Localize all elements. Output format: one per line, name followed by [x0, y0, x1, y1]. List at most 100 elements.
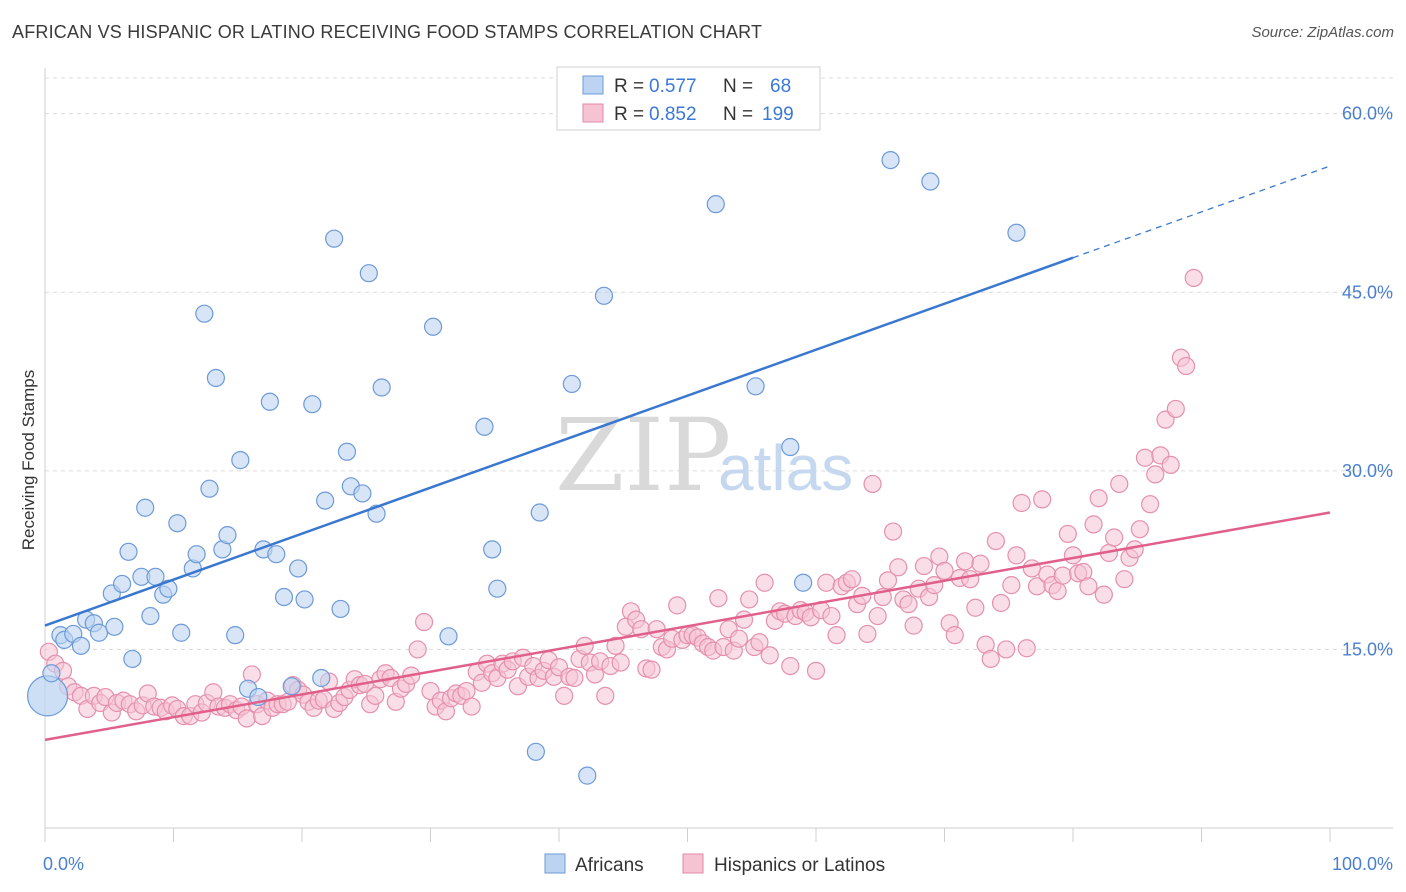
african-point [794, 573, 813, 592]
african-point [781, 437, 800, 457]
hispanic-point [817, 573, 836, 592]
bottom-legend-hispanics: Hispanics or Latinos [714, 855, 885, 876]
bottom-legend-africans: Africans [575, 855, 644, 876]
hispanic-point [858, 624, 877, 644]
hispanic-point [1048, 581, 1067, 601]
hispanic-point [827, 626, 846, 645]
hispanic-point [971, 554, 990, 573]
hispanic-point [1184, 268, 1203, 288]
african-trend-line [44, 256, 1074, 627]
hispanic-point [806, 661, 826, 680]
african-point [303, 395, 322, 414]
bottom-legend-swatch-africans [544, 853, 566, 874]
hispanic-point [822, 606, 841, 626]
hispanic-trend-line [44, 511, 1331, 742]
legend-n-value-1: 68 [770, 76, 791, 97]
hispanic-point [955, 552, 975, 571]
legend-r-value-1: 0.577 [649, 76, 697, 97]
african-point [206, 368, 226, 388]
hispanic-point [878, 571, 898, 590]
legend-swatch-africans [582, 75, 604, 95]
chart-title: AFRICAN VS HISPANIC OR LATINO RECEIVING … [12, 22, 763, 42]
hispanic-point [1053, 566, 1072, 585]
african-point [187, 545, 206, 564]
hispanic-point [889, 558, 908, 577]
hispanic-point [1115, 570, 1134, 589]
african-point [488, 579, 507, 598]
african-point [423, 317, 443, 336]
african-point [316, 491, 335, 510]
legend: R = 0.577 N = 68 R = 0.852 N = 199 [556, 66, 821, 131]
hispanic-point [734, 610, 754, 629]
legend-r-label-2: R = [614, 104, 644, 125]
african-point [331, 599, 350, 619]
hispanic-point [668, 596, 687, 615]
x-tick-labels: 0.0% 100.0% [43, 854, 1393, 874]
african-point [136, 498, 155, 517]
african-point [123, 649, 142, 669]
african-point [26, 675, 69, 717]
hispanic-point [981, 649, 1000, 669]
hispanic-point [1089, 489, 1108, 508]
hispanic-point [961, 570, 980, 589]
watermark-zip: ZIP [555, 397, 731, 514]
african-point [141, 606, 160, 626]
legend-swatch-hispanics [582, 103, 604, 123]
trend-lines [44, 165, 1331, 742]
african-point [295, 590, 314, 609]
hispanic-point [414, 612, 434, 632]
hispanic-point [408, 640, 427, 659]
hispanic-point [596, 686, 615, 705]
hispanic-point [842, 570, 862, 589]
african-point [706, 195, 725, 214]
hispanic-point [647, 620, 666, 639]
hispanic-point [555, 686, 574, 705]
african-points [26, 151, 1026, 785]
y-tick-label: 45.0% [1342, 282, 1393, 302]
hispanic-point [986, 531, 1006, 551]
african-point [921, 172, 940, 191]
hispanic-point [781, 656, 800, 676]
african-point [119, 542, 138, 561]
african-point [475, 417, 494, 436]
african-point [746, 377, 765, 396]
african-point [267, 545, 286, 564]
hispanic-point [729, 629, 749, 648]
hispanic-point [760, 646, 779, 665]
hispanic-point [1161, 455, 1180, 474]
bottom-legend: Africans Hispanics or Latinos [544, 853, 885, 876]
chart-source: Source: ZipAtlas.com [1251, 24, 1394, 41]
legend-r-value-2: 0.852 [649, 104, 697, 125]
african-point [260, 392, 279, 411]
y-axis-label: Receiving Food Stamps [19, 370, 38, 550]
hispanic-point [1058, 524, 1077, 544]
hispanic-point [709, 589, 728, 608]
legend-n-label-1: N = [723, 76, 753, 97]
african-point [439, 627, 458, 646]
hispanic-point [1140, 495, 1160, 514]
african-point [359, 264, 378, 283]
african-point [881, 151, 900, 170]
african-point [112, 574, 132, 594]
hispanic-point [611, 653, 630, 672]
african-point [325, 229, 344, 248]
legend-n-value-2: 199 [762, 104, 794, 125]
african-point [231, 451, 250, 470]
hispanic-points [39, 268, 1203, 728]
hispanic-point [1007, 546, 1026, 565]
african-point [218, 526, 237, 545]
african-point [168, 514, 187, 533]
african-point [105, 617, 124, 636]
african-point [526, 742, 545, 761]
hispanic-point [863, 474, 882, 494]
legend-r-label-1: R = [614, 76, 644, 97]
african-point [71, 636, 91, 655]
hispanic-point [1063, 546, 1083, 565]
hispanic-point [997, 640, 1016, 659]
hispanic-point [1033, 490, 1052, 509]
hispanic-point [925, 576, 944, 595]
hispanic-point [366, 686, 385, 705]
y-tick-label: 30.0% [1342, 461, 1393, 481]
african-point [89, 623, 109, 642]
